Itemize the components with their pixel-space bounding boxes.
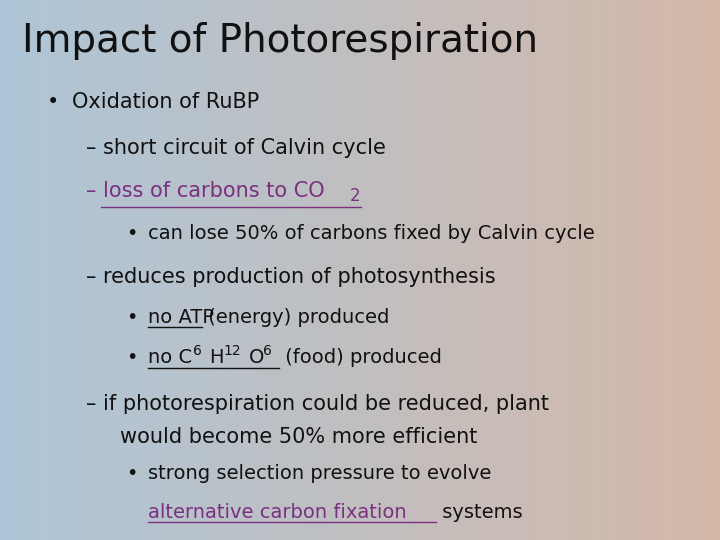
Text: no ATP: no ATP: [148, 308, 214, 327]
Text: 6: 6: [263, 344, 271, 358]
Text: – reduces production of photosynthesis: – reduces production of photosynthesis: [86, 267, 496, 287]
Text: O: O: [248, 348, 264, 367]
Text: strong selection pressure to evolve: strong selection pressure to evolve: [148, 464, 491, 483]
Text: Impact of Photorespiration: Impact of Photorespiration: [22, 22, 538, 59]
Text: can lose 50% of carbons fixed by Calvin cycle: can lose 50% of carbons fixed by Calvin …: [148, 224, 594, 243]
Text: •: •: [126, 348, 138, 367]
Text: Oxidation of RuBP: Oxidation of RuBP: [72, 92, 259, 112]
Text: H: H: [209, 348, 223, 367]
Text: – if photorespiration could be reduced, plant: – if photorespiration could be reduced, …: [86, 394, 549, 414]
Text: •: •: [126, 224, 138, 243]
Text: systems: systems: [436, 503, 522, 522]
Text: 12: 12: [223, 344, 240, 358]
Text: 2: 2: [350, 187, 361, 205]
Text: – short circuit of Calvin cycle: – short circuit of Calvin cycle: [86, 138, 386, 158]
Text: – loss of carbons to CO: – loss of carbons to CO: [86, 181, 325, 201]
Text: •: •: [47, 92, 59, 112]
Text: •: •: [126, 308, 138, 327]
Text: no C: no C: [148, 348, 192, 367]
Text: (energy) produced: (energy) produced: [202, 308, 389, 327]
Text: (food) produced: (food) produced: [279, 348, 441, 367]
Text: would become 50% more efficient: would become 50% more efficient: [120, 427, 477, 447]
Text: •: •: [126, 464, 138, 483]
Text: alternative carbon fixation: alternative carbon fixation: [148, 503, 406, 522]
Text: 6: 6: [193, 344, 202, 358]
